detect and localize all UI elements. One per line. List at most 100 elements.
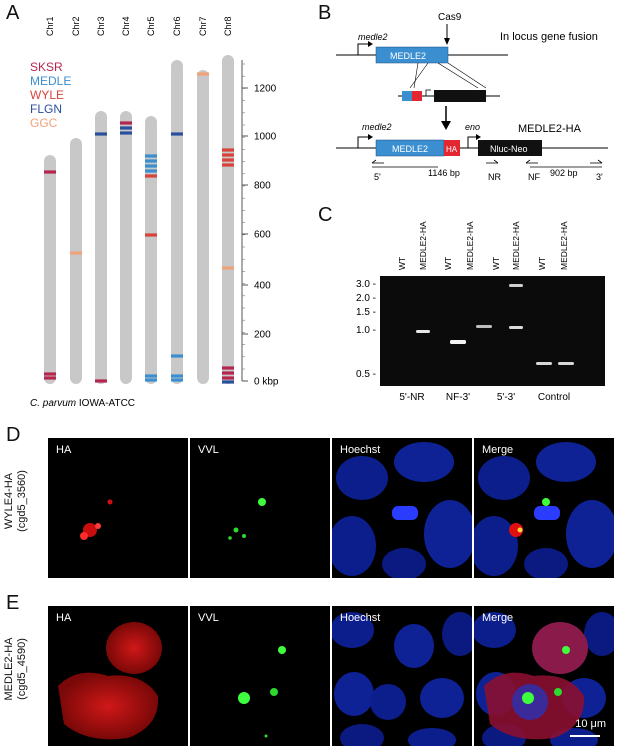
gene-family-mark — [222, 163, 234, 167]
lane-label: MEDLE2-HA — [511, 221, 521, 270]
micro-e-vvl: VVL — [190, 606, 330, 746]
gel-image — [380, 276, 605, 386]
chromosome-label: Chr7 — [198, 16, 208, 36]
gene-family-mark — [171, 378, 183, 382]
size-marker-label: 1.5 - — [356, 307, 376, 318]
row-label-d: WYLE4-HA (cgd5_3560) — [3, 470, 28, 532]
chromosome-bar — [44, 155, 56, 384]
legend-entry: WYLE — [30, 88, 64, 102]
lane-label: WT — [537, 257, 547, 270]
donor-medle2-segment — [402, 91, 412, 101]
gene-family-mark — [145, 174, 157, 178]
row-label-e: MEDLE2-HA (cgd5_4590) — [3, 637, 28, 701]
micro-d-ha: HA — [48, 438, 188, 578]
chromosome-label: Chr1 — [45, 16, 55, 36]
result-title: MEDLE2-HA — [518, 123, 582, 135]
micro-e-merge: Merge 10 μm — [474, 606, 614, 746]
primer-3-label: 3' — [596, 172, 603, 182]
gel-band — [509, 284, 523, 287]
gene-family-mark — [95, 379, 107, 383]
gel-band — [416, 330, 430, 333]
primer-5-label: 5' — [374, 172, 381, 182]
medle2-box-top — [375, 46, 449, 64]
gene-family-mark — [222, 371, 234, 375]
gene-family-mark — [222, 266, 234, 270]
gel-band — [450, 340, 466, 344]
gene-family-mark — [197, 72, 209, 76]
panel-letter-e: E — [6, 592, 20, 614]
scale-tick-label: 200 — [254, 330, 271, 341]
chromosome-bar — [145, 116, 157, 384]
channel-label-d-merge: Merge — [482, 444, 514, 456]
gene-family-mark — [44, 376, 56, 380]
ha-tag-box — [444, 140, 460, 156]
scale-tick-label: 0 kbp — [254, 377, 279, 388]
legend-entry: FLGN — [30, 102, 62, 116]
gene-label-bottom: medle2 — [362, 122, 392, 132]
nluc-neo-label: Nluc-Neo — [490, 144, 528, 154]
scale-tick-label: 400 — [254, 281, 271, 292]
chromosome-label: Chr6 — [172, 16, 182, 36]
micro-d-vvl: VVL — [190, 438, 330, 578]
gene-family-mark — [222, 148, 234, 152]
micro-d-merge: Merge — [474, 438, 614, 578]
chromosome-label: Chr3 — [96, 16, 106, 36]
nluc-neo-box — [478, 140, 542, 156]
primer-nr-label: NR — [488, 172, 501, 182]
primer-group-label: 5'-NR — [399, 392, 424, 403]
micro-d-hoechst: Hoechst — [332, 438, 472, 578]
lane-label: MEDLE2-HA — [559, 221, 569, 270]
gene-family-mark — [222, 153, 234, 157]
channel-label-d-vvl: VVL — [198, 444, 219, 456]
scale-tick-label: 600 — [254, 230, 271, 241]
scalebar-label: 10 μm — [575, 718, 606, 730]
micro-e-ha: HA — [48, 606, 188, 746]
chromosome-bar — [222, 55, 234, 384]
size-marker-label: 1.0 - — [356, 325, 376, 336]
scale-tick-label: 800 — [254, 181, 271, 192]
gene-family-mark — [145, 169, 157, 173]
primer-group-label: 5'-3' — [497, 392, 515, 403]
size-902-label: 902 bp — [550, 168, 578, 178]
legend-entry: MEDLE — [30, 74, 71, 88]
gene-family-mark — [145, 374, 157, 378]
chromosome-label: Chr5 — [146, 16, 156, 36]
gene-family-mark — [44, 170, 56, 174]
gene-family-mark — [171, 354, 183, 358]
chromosome-map: Chr1 Chr2 Chr3 Chr4 Chr5 Chr6 Chr7 Chr8 1200 100… — [30, 16, 279, 409]
lane-label: WT — [491, 257, 501, 270]
gene-family-mark — [222, 366, 234, 370]
gene-family-mark — [171, 132, 183, 136]
chromosome-label: Chr2 — [71, 16, 81, 36]
scale-tick-label: 1000 — [254, 132, 277, 143]
size-marker-label: 2.0 - — [356, 293, 376, 304]
gene-family-mark — [120, 121, 132, 125]
donor-nluc-segment — [434, 90, 486, 102]
primer-nf-label: NF — [528, 172, 540, 182]
channel-label-d-ha: HA — [56, 444, 72, 456]
channel-label-e-hoechst: Hoechst — [340, 612, 381, 624]
gene-family-mark — [145, 154, 157, 158]
lane-label: WT — [443, 257, 453, 270]
channel-label-e-merge: Merge — [482, 612, 514, 624]
panel-letter-d: D — [6, 424, 21, 446]
species-caption: C. parvum IOWA-ATCC — [30, 398, 135, 409]
gene-fusion-diagram: medle2 MEDLE2 Cas9 In locus gene fusion … — [336, 12, 608, 182]
channel-label-e-ha: HA — [56, 612, 72, 624]
lane-label: MEDLE2-HA — [465, 221, 475, 270]
primer-group-label: Control — [538, 392, 570, 403]
channel-label-d-hoechst: Hoechst — [340, 444, 381, 456]
lane-label: WT — [397, 257, 407, 270]
lane-label: MEDLE2-HA — [418, 221, 428, 270]
legend-entry: SKSR — [30, 60, 63, 74]
eno-label: eno — [465, 122, 480, 132]
gel-band — [509, 326, 523, 329]
scale-tick-label: 1200 — [254, 84, 277, 95]
size-marker-label: 0.5 - — [356, 369, 376, 380]
channel-label-e-vvl: VVL — [198, 612, 219, 624]
panel-letter-b: B — [318, 2, 332, 24]
size-marker-label: 3.0 - — [356, 279, 376, 290]
gel-band — [558, 362, 574, 365]
panel-letter-a: A — [6, 2, 20, 24]
chromosome-label: Chr8 — [223, 16, 233, 36]
